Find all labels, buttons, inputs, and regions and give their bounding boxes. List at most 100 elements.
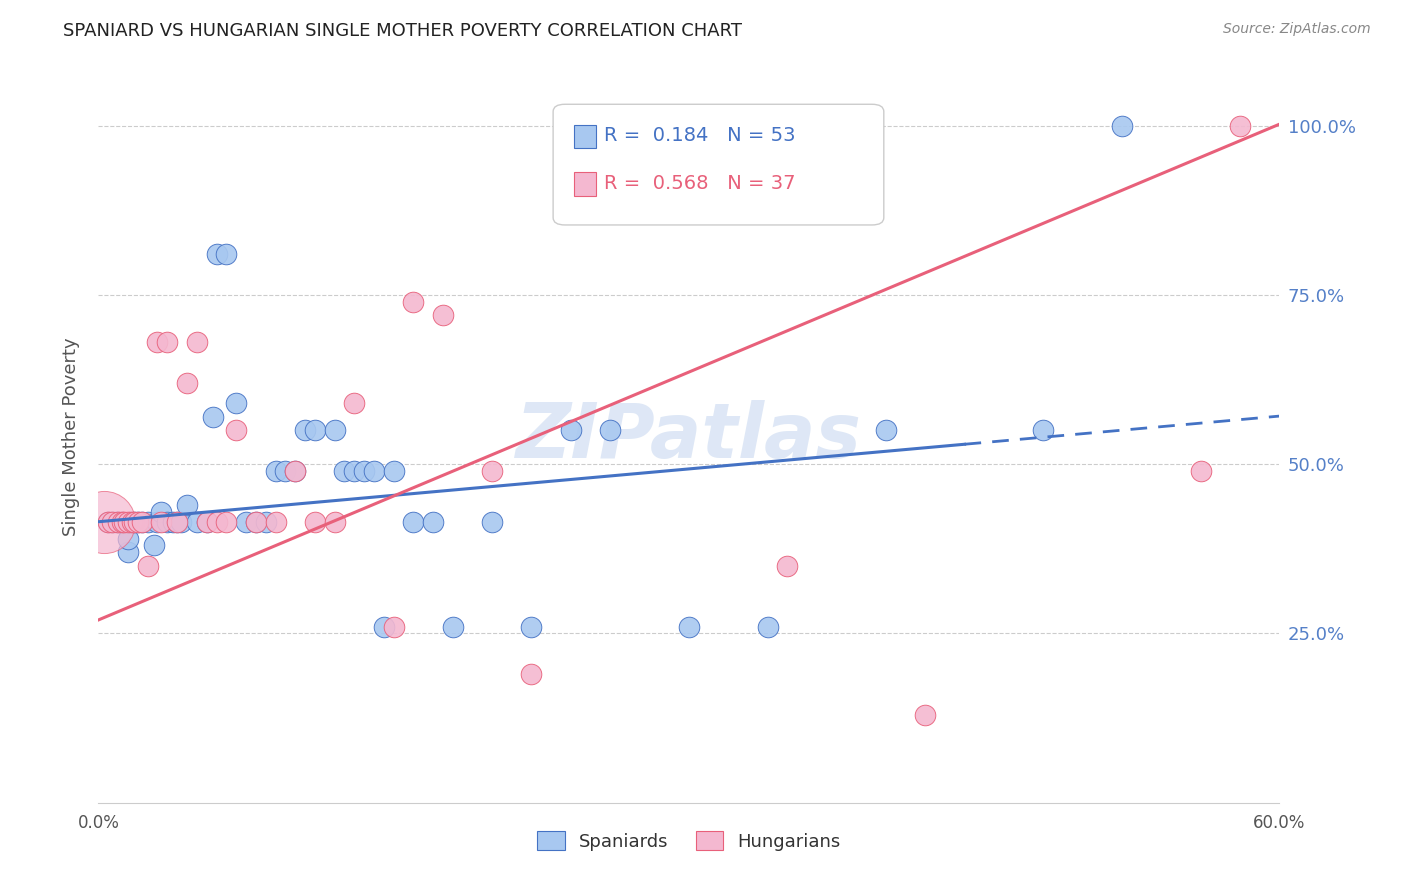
Point <box>875 423 897 437</box>
Point <box>117 545 139 559</box>
Text: R =  0.184   N = 53: R = 0.184 N = 53 <box>605 127 796 145</box>
Point <box>195 515 218 529</box>
Point <box>205 247 228 261</box>
Y-axis label: Single Mother Poverty: Single Mother Poverty <box>62 338 80 536</box>
Point <box>323 423 346 437</box>
FancyBboxPatch shape <box>575 125 596 148</box>
Text: R =  0.568   N = 37: R = 0.568 N = 37 <box>605 174 796 193</box>
Point <box>93 515 115 529</box>
Point <box>225 396 247 410</box>
Point <box>150 515 173 529</box>
Point <box>402 515 425 529</box>
Point <box>432 308 454 322</box>
Point <box>97 515 120 529</box>
Point <box>150 505 173 519</box>
Point <box>215 247 238 261</box>
Point <box>122 515 145 529</box>
Point <box>201 409 224 424</box>
Text: Source: ZipAtlas.com: Source: ZipAtlas.com <box>1223 22 1371 37</box>
Point <box>304 515 326 529</box>
Point <box>481 464 503 478</box>
Point <box>101 515 124 529</box>
Point <box>520 620 543 634</box>
Point <box>1189 464 1212 478</box>
Point <box>294 423 316 437</box>
Point <box>111 515 134 529</box>
Point <box>264 515 287 529</box>
Point <box>560 423 582 437</box>
Point <box>186 515 208 529</box>
Point <box>678 620 700 634</box>
Point <box>756 620 779 634</box>
Point <box>520 667 543 681</box>
Text: ZIPatlas: ZIPatlas <box>516 401 862 474</box>
Point <box>304 423 326 437</box>
Point <box>142 538 165 552</box>
Point <box>914 707 936 722</box>
Point <box>127 515 149 529</box>
Point <box>131 515 153 529</box>
Point <box>127 515 149 529</box>
Point <box>156 515 179 529</box>
Point <box>117 515 139 529</box>
Point <box>481 515 503 529</box>
Point <box>156 335 179 350</box>
Legend: Spaniards, Hungarians: Spaniards, Hungarians <box>529 822 849 860</box>
Point <box>284 464 307 478</box>
Point <box>118 515 141 529</box>
Point <box>186 335 208 350</box>
FancyBboxPatch shape <box>553 104 884 225</box>
Point <box>162 515 184 529</box>
Point <box>122 515 145 529</box>
Point <box>121 515 143 529</box>
Point <box>176 498 198 512</box>
Point <box>146 515 169 529</box>
Text: SPANIARD VS HUNGARIAN SINGLE MOTHER POVERTY CORRELATION CHART: SPANIARD VS HUNGARIAN SINGLE MOTHER POVE… <box>63 22 742 40</box>
Point <box>1032 423 1054 437</box>
Point <box>1111 119 1133 133</box>
FancyBboxPatch shape <box>575 172 596 195</box>
Point <box>441 620 464 634</box>
Point <box>343 396 366 410</box>
Point <box>107 515 129 529</box>
Point <box>176 376 198 390</box>
Point <box>284 464 307 478</box>
Point <box>1229 119 1251 133</box>
Point <box>382 464 405 478</box>
Point <box>599 193 621 207</box>
Point <box>105 515 128 529</box>
Point <box>146 335 169 350</box>
Point <box>131 515 153 529</box>
Point <box>776 558 799 573</box>
Point <box>235 515 257 529</box>
Point <box>136 515 159 529</box>
Point <box>373 620 395 634</box>
Point <box>97 515 120 529</box>
Point <box>166 515 188 529</box>
Point <box>225 423 247 437</box>
Point <box>170 515 193 529</box>
Point <box>343 464 366 478</box>
Point <box>264 464 287 478</box>
Point <box>422 515 444 529</box>
Point <box>107 515 129 529</box>
Point <box>323 515 346 529</box>
Point <box>353 464 375 478</box>
Point <box>117 532 139 546</box>
Point <box>599 423 621 437</box>
Point <box>101 515 124 529</box>
Point <box>215 515 238 529</box>
Point <box>205 515 228 529</box>
Point <box>382 620 405 634</box>
Point <box>402 294 425 309</box>
Point <box>111 515 134 529</box>
Point <box>254 515 277 529</box>
Point <box>112 515 135 529</box>
Point <box>166 515 188 529</box>
Point <box>195 515 218 529</box>
Point <box>363 464 385 478</box>
Point <box>274 464 297 478</box>
Point <box>245 515 267 529</box>
Point <box>245 515 267 529</box>
Point <box>333 464 356 478</box>
